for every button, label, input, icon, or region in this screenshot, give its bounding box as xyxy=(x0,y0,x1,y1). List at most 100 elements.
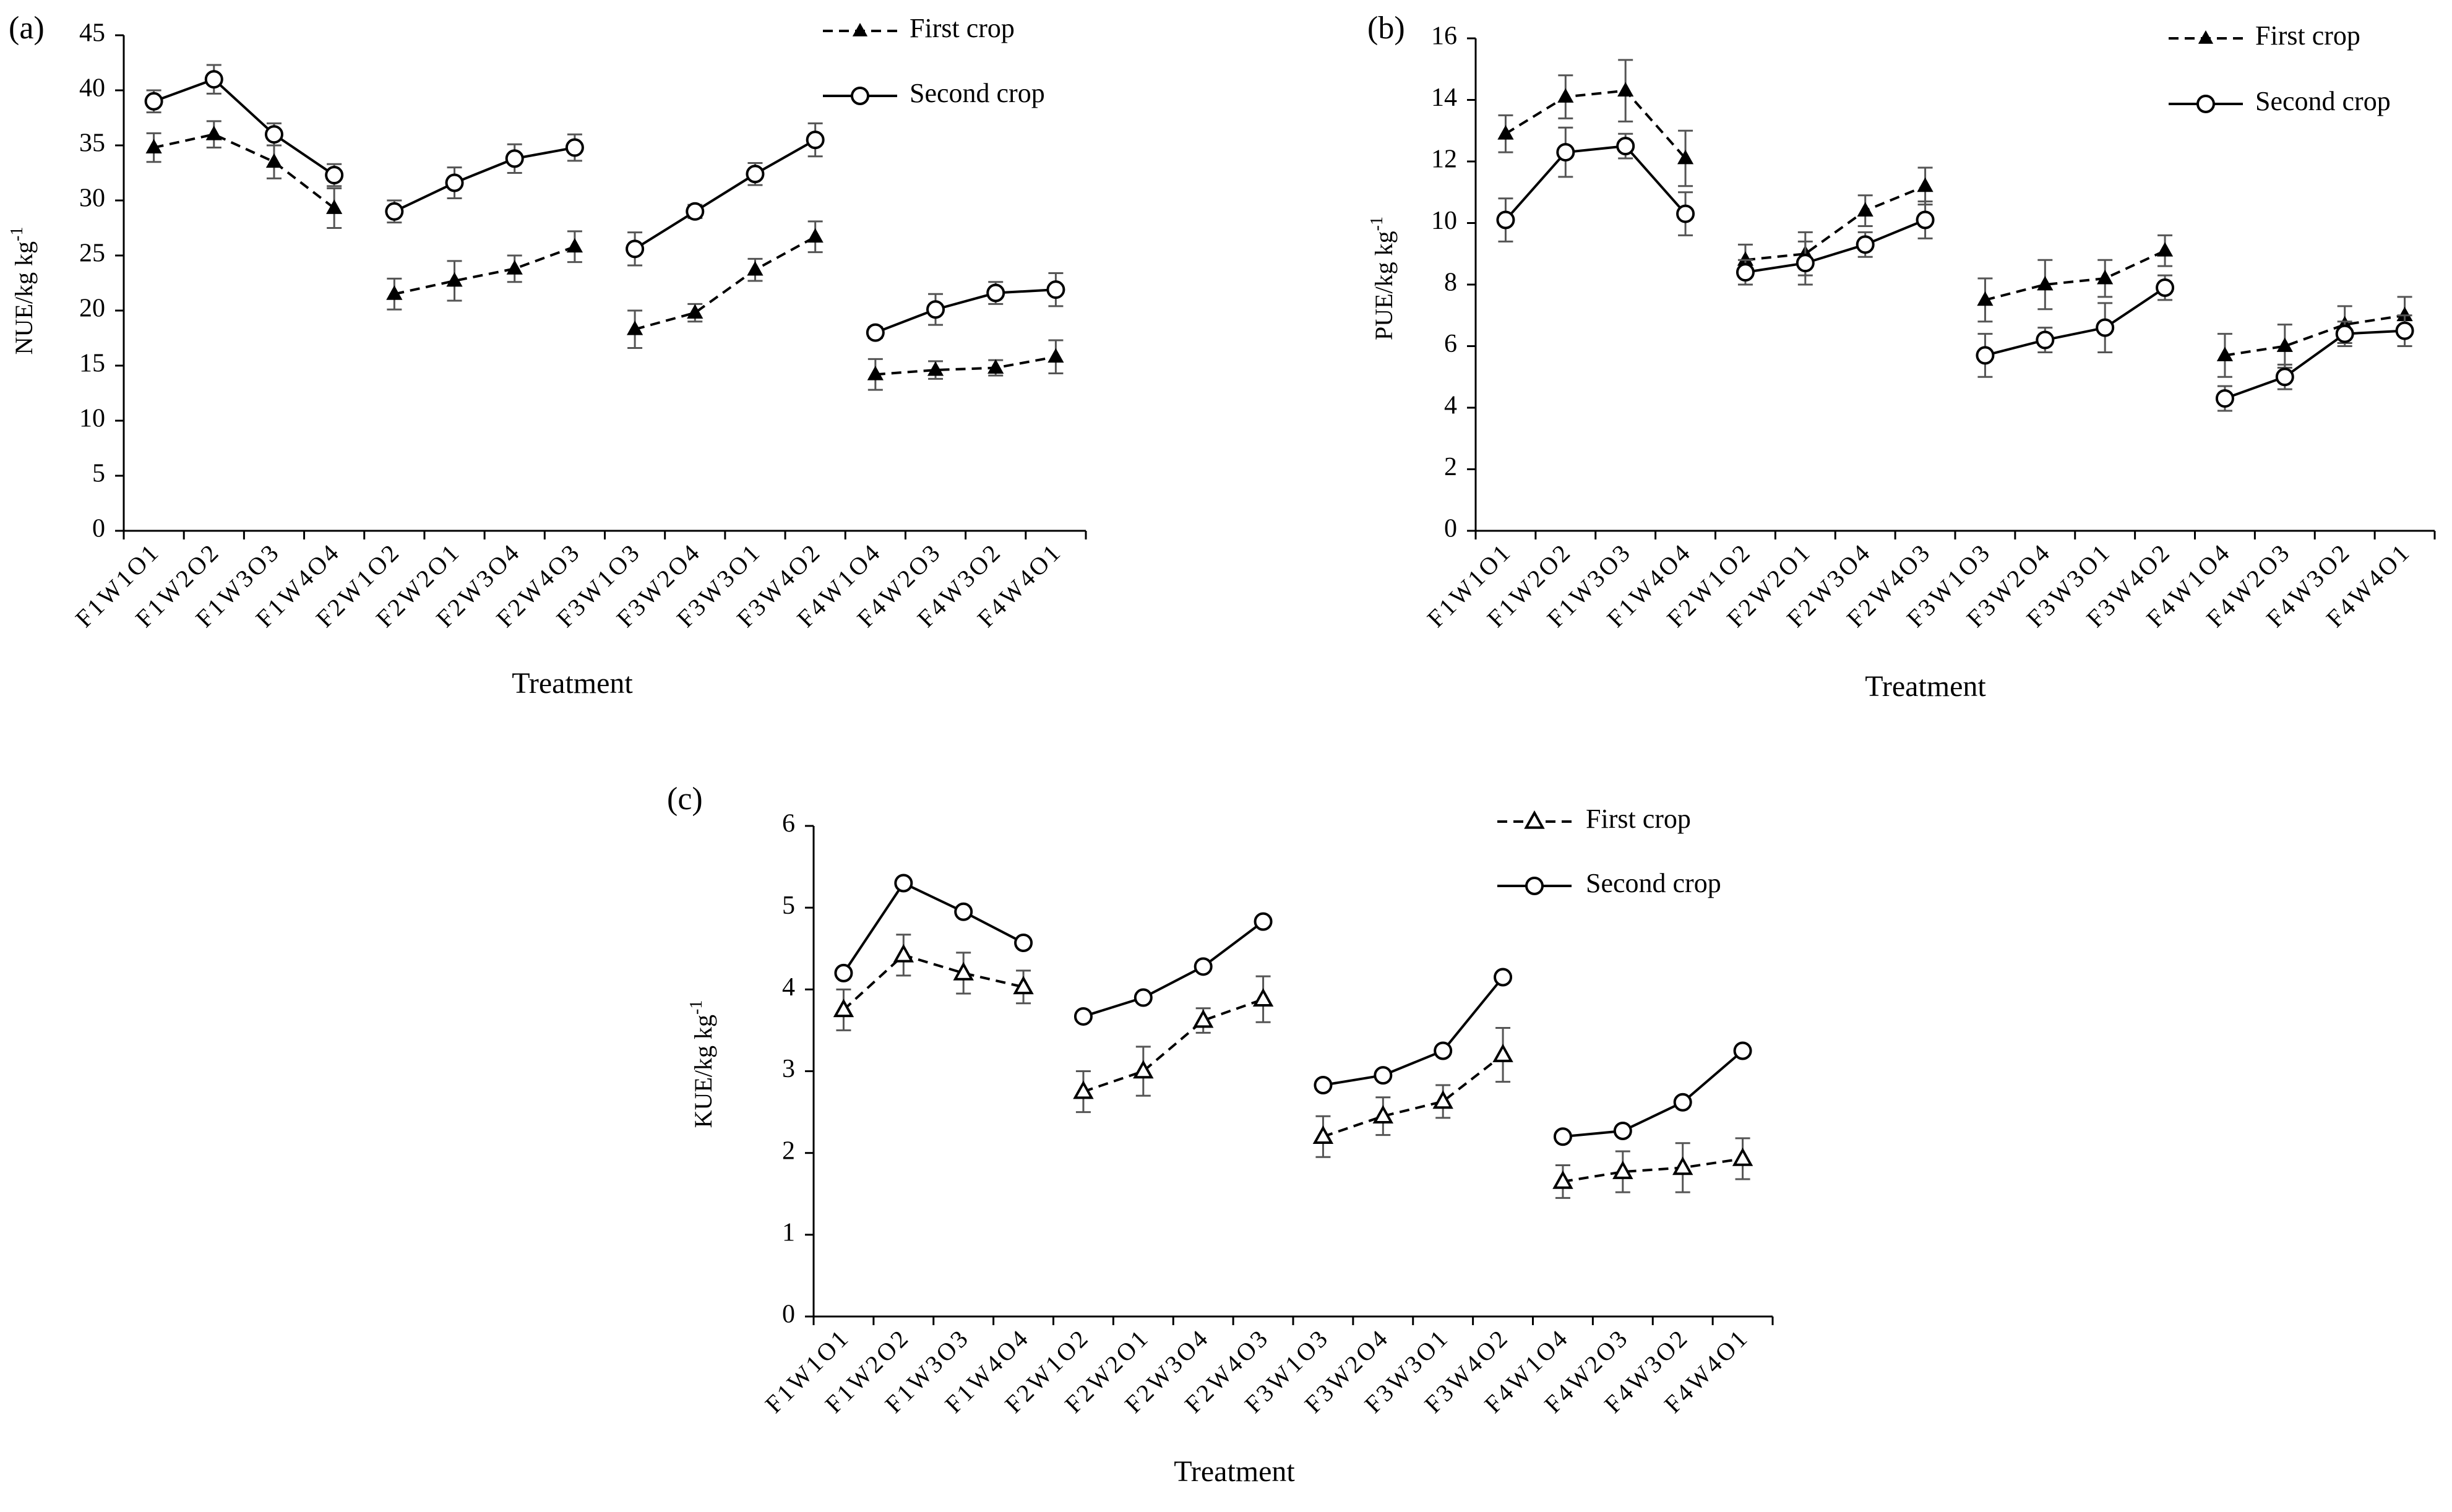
panel-a: 051015202530354045F1W1O1F1W2O2F1W3O3F1W4… xyxy=(7,11,1087,700)
data-point-first-crop xyxy=(145,139,162,153)
data-point-second-crop xyxy=(834,963,853,982)
data-point-first-crop xyxy=(1047,348,1064,363)
legend-label: Second crop xyxy=(1586,868,1721,898)
x-axis-title: Treatment xyxy=(1865,670,1986,703)
data-point-first-crop xyxy=(1312,1125,1334,1145)
y-tick-label: 30 xyxy=(79,184,105,213)
y-tick-label: 3 xyxy=(782,1055,795,1083)
first-crop-line xyxy=(1505,89,1687,160)
second-crop-line xyxy=(394,146,575,213)
legend-label: First crop xyxy=(910,13,1015,43)
data-point-second-crop xyxy=(2395,321,2414,340)
data-point-second-crop xyxy=(1434,1041,1453,1060)
y-tick-label: 20 xyxy=(79,294,105,323)
data-point-second-crop xyxy=(1616,137,1635,156)
data-point-second-crop xyxy=(1976,346,1995,365)
data-point-first-crop xyxy=(2156,242,2174,257)
legend-marker xyxy=(852,22,868,37)
y-tick-label: 45 xyxy=(79,19,105,48)
data-point-first-crop xyxy=(1557,88,1574,103)
data-point-first-crop xyxy=(867,366,884,380)
legend-label: Second crop xyxy=(910,78,1045,108)
data-point-first-crop xyxy=(1917,177,1934,192)
data-point-first-crop xyxy=(1732,1147,1753,1166)
y-tick-label: 15 xyxy=(79,350,105,378)
legend-marker xyxy=(851,87,869,105)
second-crop-line xyxy=(1562,1049,1744,1138)
first-crop-line xyxy=(843,953,1024,1011)
legend-marker xyxy=(2198,30,2214,44)
data-point-second-crop xyxy=(1673,1093,1692,1112)
data-point-first-crop xyxy=(1977,291,1994,306)
first-crop-line xyxy=(153,133,335,210)
panel-label: (c) xyxy=(667,781,703,817)
y-tick-label: 12 xyxy=(1431,145,1457,174)
data-point-first-crop xyxy=(927,361,944,376)
data-point-first-crop xyxy=(1552,1170,1573,1189)
data-point-second-crop xyxy=(445,173,464,192)
data-point-second-crop xyxy=(986,283,1005,303)
second-crop-line xyxy=(842,881,1024,974)
data-point-second-crop xyxy=(866,323,885,342)
data-point-first-crop xyxy=(386,285,403,300)
data-point-first-crop xyxy=(1372,1105,1394,1123)
y-axis-title: KUE/kg kg-1 xyxy=(687,1000,717,1128)
data-point-second-crop xyxy=(2275,367,2294,387)
data-point-first-crop xyxy=(1073,1080,1094,1099)
data-point-second-crop xyxy=(954,902,973,921)
panel-c: 0123456F1W1O1F1W2O2F1W3O3F1W4O4F2W1O2F2W… xyxy=(667,781,1774,1488)
legend-marker xyxy=(1525,877,1544,895)
data-point-first-crop xyxy=(1612,1160,1633,1179)
y-axis-title: PUE/kg kg-1 xyxy=(1367,217,1398,340)
y-tick-label: 40 xyxy=(79,74,105,103)
first-crop-line xyxy=(1083,998,1264,1093)
data-point-first-crop xyxy=(987,359,1004,374)
second-crop-line xyxy=(1984,286,2166,357)
panel-b: 0246810121416F1W1O1F1W2O2F1W3O3F1W4O4F2W… xyxy=(1367,11,2436,703)
second-crop-line xyxy=(153,77,335,176)
data-point-first-crop xyxy=(446,272,463,287)
data-point-second-crop xyxy=(1073,1007,1093,1026)
panel-label: (a) xyxy=(9,11,45,46)
second-crop-line xyxy=(1504,145,1687,221)
data-point-second-crop xyxy=(144,92,163,111)
data-point-second-crop xyxy=(325,166,344,185)
data-point-second-crop xyxy=(1374,1066,1393,1085)
data-point-first-crop xyxy=(1192,1009,1214,1028)
data-point-first-crop xyxy=(1252,988,1274,1007)
legend-marker xyxy=(2196,95,2215,113)
data-point-second-crop xyxy=(505,149,524,168)
data-point-first-crop xyxy=(893,943,914,963)
y-tick-label: 6 xyxy=(1444,330,1457,358)
legend-label: Second crop xyxy=(2255,86,2391,116)
second-crop-line xyxy=(1745,218,1926,274)
y-tick-label: 0 xyxy=(92,515,105,543)
data-point-second-crop xyxy=(746,165,765,184)
data-point-first-crop xyxy=(1677,149,1694,165)
data-point-second-crop xyxy=(1916,210,1935,230)
data-point-second-crop xyxy=(1194,957,1213,976)
data-point-second-crop xyxy=(2096,318,2115,337)
data-point-second-crop xyxy=(2215,389,2234,408)
first-crop-line xyxy=(1745,184,1926,262)
data-point-first-crop xyxy=(1617,82,1634,97)
data-point-second-crop xyxy=(1496,210,1515,230)
data-point-second-crop xyxy=(1733,1041,1752,1060)
data-point-first-crop xyxy=(2276,337,2293,352)
data-point-first-crop xyxy=(626,320,643,335)
y-tick-label: 10 xyxy=(1431,207,1457,235)
data-point-second-crop xyxy=(626,239,645,259)
y-tick-label: 14 xyxy=(1431,84,1457,112)
data-point-first-crop xyxy=(2037,275,2054,291)
data-point-second-crop xyxy=(1134,988,1153,1007)
legend-label: First crop xyxy=(1586,804,1691,834)
data-point-first-crop xyxy=(265,153,283,168)
y-tick-label: 6 xyxy=(782,810,795,838)
panel-label: (b) xyxy=(1367,11,1405,46)
y-tick-label: 4 xyxy=(782,973,795,1002)
data-point-second-crop xyxy=(2335,324,2354,343)
data-point-second-crop xyxy=(2036,330,2055,350)
data-point-first-crop xyxy=(326,199,343,214)
data-point-second-crop xyxy=(1736,263,1755,282)
legend-marker xyxy=(1524,810,1545,829)
